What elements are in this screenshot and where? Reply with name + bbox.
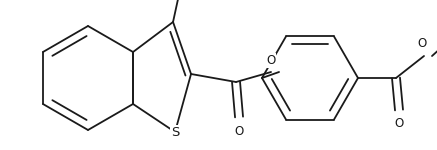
Text: O: O [267, 54, 276, 67]
Text: S: S [171, 126, 179, 138]
Text: O: O [394, 117, 404, 130]
Text: O: O [234, 125, 244, 138]
Text: O: O [417, 37, 427, 50]
